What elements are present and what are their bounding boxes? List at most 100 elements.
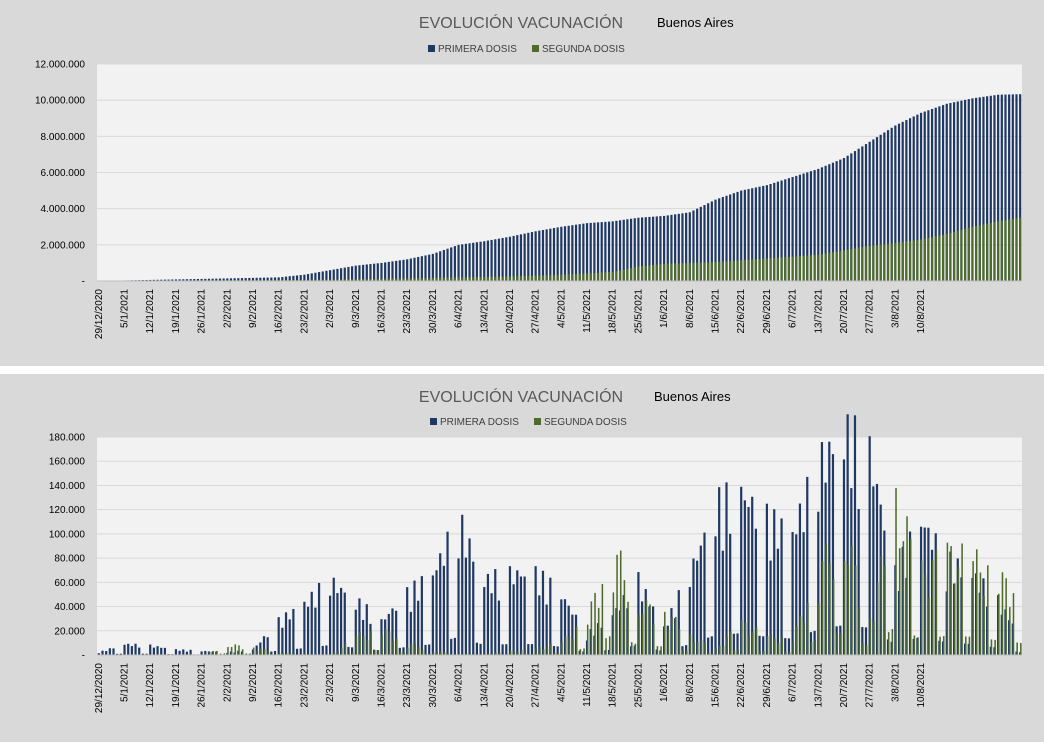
bar-primera-dosis (453, 637, 456, 655)
bar-segunda-dosis (589, 273, 592, 281)
bar-primera-dosis (563, 226, 567, 281)
bar-primera-dosis (696, 560, 699, 655)
bar-primera-dosis (655, 216, 658, 281)
bar-primera-dosis (281, 627, 284, 655)
bar-primera-dosis (787, 178, 791, 281)
bar-segunda-dosis (829, 563, 831, 655)
bar-primera-dosis (160, 647, 163, 655)
bar-primera-dosis (541, 229, 545, 281)
y-tick-label: 6.000.000 (41, 168, 86, 179)
x-tick-label: 27/7/2021 (865, 663, 876, 708)
bar-primera-dosis (967, 99, 970, 281)
bar-segunda-dosis (227, 646, 229, 655)
bar-primera-dosis (839, 159, 842, 281)
bar-segunda-dosis (542, 649, 545, 655)
bar-segunda-dosis (491, 653, 494, 655)
bar-primera-dosis (380, 262, 383, 281)
bar-segunda-dosis (417, 278, 420, 281)
bar-segunda-dosis (363, 635, 365, 655)
bar-segunda-dosis (901, 241, 904, 281)
bar-segunda-dosis (373, 278, 376, 281)
bar-primera-dosis (637, 217, 640, 281)
bar-segunda-dosis (524, 649, 527, 655)
bar-segunda-dosis (458, 653, 460, 655)
bar-segunda-dosis (278, 652, 281, 655)
bar-segunda-dosis (343, 279, 346, 281)
x-tick-label: 2/3/2021 (325, 289, 336, 328)
bar-primera-dosis (930, 108, 934, 281)
x-tick-label: 9/2/2021 (248, 663, 259, 702)
bar-primera-dosis (519, 576, 523, 655)
x-tick-label: 3/8/2021 (890, 289, 901, 328)
bar-segunda-dosis (732, 260, 735, 281)
bar-segunda-dosis (678, 628, 681, 655)
bar-primera-dosis (765, 185, 768, 281)
bar-primera-dosis (171, 279, 174, 281)
bar-primera-dosis (508, 236, 512, 281)
bar-segunda-dosis (909, 538, 912, 655)
bar-segunda-dosis (927, 237, 930, 281)
bar-primera-dosis (262, 636, 266, 655)
bar-primera-dosis (163, 279, 167, 281)
bar-segunda-dosis (605, 638, 607, 655)
bar-segunda-dosis (704, 642, 706, 655)
bar-segunda-dosis (875, 244, 879, 281)
bar-primera-dosis (431, 575, 434, 655)
legend-label-primera: PRIMERA DOSIS (440, 417, 519, 428)
bar-primera-dosis (200, 651, 203, 655)
bar-segunda-dosis (1005, 578, 1007, 655)
bar-primera-dosis (475, 642, 479, 655)
bar-primera-dosis (754, 187, 757, 281)
bar-segunda-dosis (1001, 572, 1004, 655)
bar-primera-dosis (828, 441, 831, 655)
bar-primera-dosis (174, 649, 178, 655)
bar-segunda-dosis (205, 653, 207, 655)
bar-segunda-dosis (402, 278, 405, 281)
bar-segunda-dosis (872, 245, 875, 281)
x-tick-label: 27/4/2021 (531, 289, 542, 334)
bar-segunda-dosis (421, 649, 424, 655)
bar-primera-dosis (677, 590, 680, 655)
x-tick-label: 23/3/2021 (402, 663, 413, 708)
bar-primera-dosis (211, 278, 214, 281)
bar-primera-dosis (332, 269, 335, 281)
bar-segunda-dosis (519, 276, 523, 281)
bar-primera-dosis (556, 227, 559, 281)
bar-segunda-dosis (332, 279, 335, 281)
bar-segunda-dosis (858, 606, 861, 655)
x-tick-label: 13/4/2021 (479, 663, 490, 708)
bar-segunda-dosis (571, 274, 574, 281)
bar-primera-dosis (549, 228, 552, 281)
bar-segunda-dosis (689, 634, 692, 655)
bar-primera-dosis (266, 637, 269, 655)
bar-primera-dosis (894, 125, 897, 281)
bar-primera-dosis (538, 595, 541, 655)
bar-segunda-dosis (708, 653, 710, 655)
bar-segunda-dosis (431, 277, 434, 281)
bar-segunda-dosis (351, 279, 354, 281)
bar-primera-dosis (516, 235, 519, 281)
bar-segunda-dosis (267, 650, 270, 655)
bar-segunda-dosis (432, 652, 435, 655)
bar-segunda-dosis (751, 259, 754, 281)
bar-segunda-dosis (282, 653, 284, 655)
x-tick-label: 19/1/2021 (171, 289, 182, 334)
bar-segunda-dosis (611, 271, 614, 281)
bar-primera-dosis (945, 103, 948, 282)
bar-segunda-dosis (659, 264, 662, 281)
bar-segunda-dosis (424, 277, 427, 281)
bar-primera-dosis (574, 224, 578, 281)
bar-primera-dosis (306, 606, 310, 655)
bar-primera-dosis (740, 190, 743, 281)
bar-segunda-dosis (295, 279, 299, 281)
x-tick-label: 16/3/2021 (376, 663, 387, 708)
bar-segunda-dosis (567, 274, 570, 281)
bar-segunda-dosis (769, 258, 772, 281)
bar-segunda-dosis (461, 277, 464, 281)
bar-segunda-dosis (807, 602, 809, 655)
bar-segunda-dosis (418, 647, 420, 655)
bar-primera-dosis (446, 531, 449, 655)
bar-primera-dosis (751, 188, 754, 281)
bar-primera-dosis (831, 454, 835, 655)
bar-segunda-dosis (623, 580, 626, 655)
